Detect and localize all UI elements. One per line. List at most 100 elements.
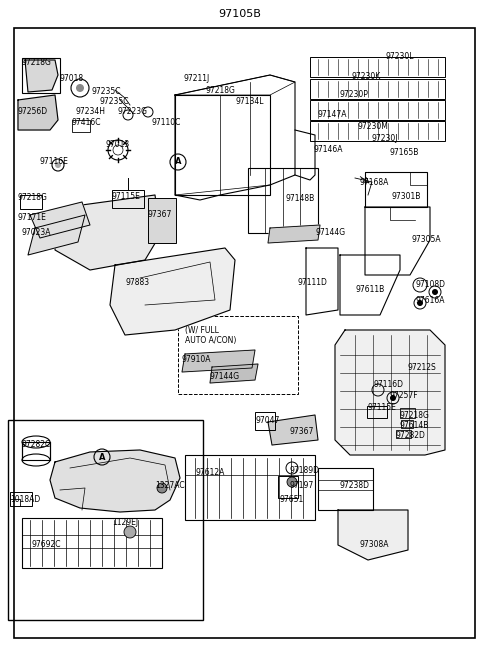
Bar <box>22 518 162 568</box>
Text: 1129EJ: 1129EJ <box>112 518 138 527</box>
Bar <box>310 57 445 77</box>
Bar <box>367 406 387 418</box>
Text: 97171E: 97171E <box>18 213 47 222</box>
Text: 97223G: 97223G <box>118 107 148 116</box>
Bar <box>22 58 60 93</box>
Text: 97616A: 97616A <box>415 296 444 305</box>
Bar <box>175 95 270 195</box>
Circle shape <box>417 300 423 306</box>
Circle shape <box>390 395 396 401</box>
Bar <box>318 468 373 510</box>
Polygon shape <box>28 215 85 255</box>
Text: 97168A: 97168A <box>360 178 389 187</box>
Text: 97234H: 97234H <box>75 107 105 116</box>
Circle shape <box>287 477 297 487</box>
Text: 97611B: 97611B <box>356 285 385 294</box>
Bar <box>248 168 318 233</box>
Text: 97367: 97367 <box>290 427 314 436</box>
Text: 97282D: 97282D <box>395 431 425 440</box>
Text: 97146A: 97146A <box>314 145 344 154</box>
Circle shape <box>55 162 61 168</box>
Bar <box>401 420 413 428</box>
Bar <box>365 172 427 207</box>
Polygon shape <box>30 202 90 238</box>
Polygon shape <box>210 364 258 383</box>
Text: 97305A: 97305A <box>412 235 442 244</box>
Bar <box>278 476 298 498</box>
Text: 97111D: 97111D <box>298 278 328 287</box>
Text: 97367: 97367 <box>148 210 172 219</box>
Text: 97614B: 97614B <box>400 421 430 430</box>
Bar <box>22 442 50 460</box>
Text: 97148B: 97148B <box>285 194 314 203</box>
Bar <box>400 408 415 418</box>
Text: 97282C: 97282C <box>22 440 51 449</box>
Text: 97910A: 97910A <box>182 355 212 364</box>
Text: 97238D: 97238D <box>340 481 370 490</box>
Circle shape <box>432 289 438 295</box>
Text: 97116D: 97116D <box>374 380 404 389</box>
Text: 97105B: 97105B <box>218 9 262 19</box>
Text: 97308A: 97308A <box>360 540 389 549</box>
Bar <box>310 100 445 120</box>
Text: 97218G: 97218G <box>400 411 430 420</box>
Polygon shape <box>268 225 320 243</box>
Text: 1327AC: 1327AC <box>155 481 185 490</box>
Polygon shape <box>55 195 160 270</box>
Text: 97147A: 97147A <box>318 110 348 119</box>
Text: 97218G: 97218G <box>22 58 52 67</box>
Text: 97256D: 97256D <box>18 107 48 116</box>
Text: A: A <box>175 157 181 167</box>
Bar <box>112 190 144 208</box>
Text: 97144G: 97144G <box>315 228 345 237</box>
Text: 97165B: 97165B <box>389 148 419 157</box>
Text: 97218G: 97218G <box>18 193 48 202</box>
Polygon shape <box>50 450 180 512</box>
Text: 97013: 97013 <box>105 140 129 149</box>
Bar <box>310 121 445 141</box>
Text: 97230J: 97230J <box>371 134 397 143</box>
Bar <box>72 120 90 132</box>
Text: 97108D: 97108D <box>415 280 445 289</box>
Text: 97110C: 97110C <box>152 118 181 127</box>
Text: 97116E: 97116E <box>40 157 69 166</box>
Circle shape <box>157 483 167 493</box>
Text: 97651: 97651 <box>280 495 304 504</box>
Text: 97023A: 97023A <box>22 228 51 237</box>
Bar <box>396 430 411 438</box>
Text: (W/ FULL
AUTO A/CON): (W/ FULL AUTO A/CON) <box>185 326 236 346</box>
Bar <box>20 195 42 209</box>
Polygon shape <box>182 350 255 372</box>
Text: 97197: 97197 <box>290 481 314 490</box>
Bar <box>185 455 315 520</box>
Text: 97211J: 97211J <box>183 74 209 83</box>
Bar <box>178 316 298 394</box>
Text: 97230M: 97230M <box>358 122 389 131</box>
Text: 97230P: 97230P <box>339 90 368 99</box>
Bar <box>255 412 275 430</box>
Polygon shape <box>110 248 235 335</box>
Polygon shape <box>25 60 58 92</box>
Circle shape <box>124 526 136 538</box>
Text: 97134L: 97134L <box>236 97 264 106</box>
Text: 97235C: 97235C <box>100 97 130 106</box>
Bar <box>310 79 445 99</box>
Text: 97257F: 97257F <box>390 391 419 400</box>
Text: 97047: 97047 <box>255 416 279 425</box>
Text: 97218G: 97218G <box>206 86 236 95</box>
Text: 97189D: 97189D <box>290 466 320 475</box>
Text: 97115E: 97115E <box>367 403 396 412</box>
Text: 97692C: 97692C <box>32 540 61 549</box>
Bar <box>10 492 32 506</box>
Polygon shape <box>18 95 58 130</box>
Polygon shape <box>335 330 445 455</box>
Text: 97144G: 97144G <box>210 372 240 381</box>
Bar <box>148 198 176 243</box>
Bar <box>8 420 203 620</box>
Text: 97235C: 97235C <box>92 87 121 96</box>
Circle shape <box>76 84 84 92</box>
Polygon shape <box>268 415 318 445</box>
Polygon shape <box>338 510 408 560</box>
Text: 97230L: 97230L <box>385 52 413 61</box>
Text: 97115E: 97115E <box>112 192 141 201</box>
